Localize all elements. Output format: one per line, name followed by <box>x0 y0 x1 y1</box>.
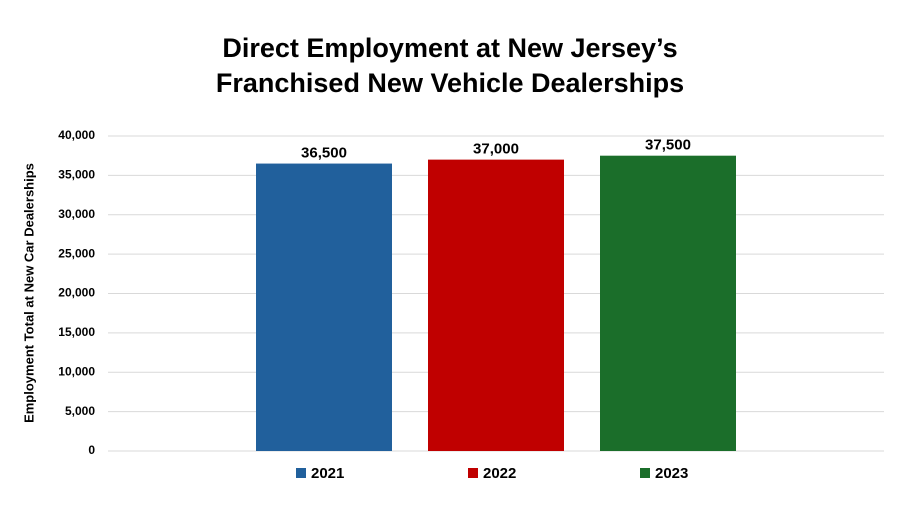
data-label: 37,500 <box>645 137 691 154</box>
y-tick-label: 20,000 <box>58 286 95 300</box>
legend-label: 2021 <box>311 465 344 482</box>
legend-label: 2023 <box>655 465 688 482</box>
y-tick-label: 25,000 <box>58 246 95 260</box>
chart-title: Direct Employment at New Jersey’s <box>222 33 677 63</box>
data-label: 37,000 <box>473 141 519 158</box>
y-tick-label: 0 <box>88 443 95 457</box>
y-tick-label: 5,000 <box>65 404 95 418</box>
y-tick-label: 40,000 <box>58 128 95 142</box>
y-tick-label: 35,000 <box>58 168 95 182</box>
bar <box>600 155 736 451</box>
legend-swatch <box>640 468 650 478</box>
bar <box>428 159 564 451</box>
y-tick-label: 15,000 <box>58 325 95 339</box>
chart-title: Franchised New Vehicle Dealerships <box>216 68 684 98</box>
y-tick-label: 10,000 <box>58 364 95 378</box>
bar <box>256 163 392 451</box>
y-axis-label: Employment Total at New Car Dealerships <box>21 163 36 423</box>
legend-label: 2022 <box>483 465 516 482</box>
y-tick-label: 30,000 <box>58 207 95 221</box>
legend-swatch <box>296 468 306 478</box>
legend-swatch <box>468 468 478 478</box>
data-label: 36,500 <box>301 145 347 162</box>
